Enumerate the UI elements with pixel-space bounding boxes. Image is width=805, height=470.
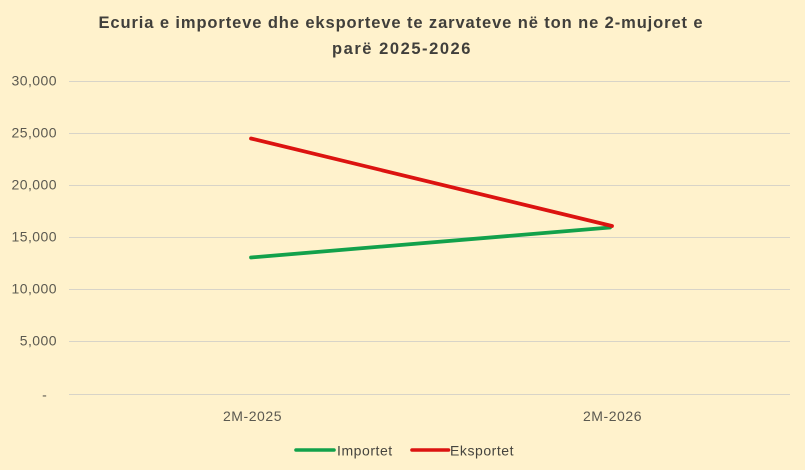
svg-text:-: - [42, 386, 47, 402]
svg-text:25,000: 25,000 [11, 124, 57, 140]
svg-text:10,000: 10,000 [11, 280, 57, 296]
svg-text:2M-2026: 2M-2026 [583, 408, 642, 424]
svg-text:30,000: 30,000 [11, 72, 57, 88]
svg-text:15,000: 15,000 [11, 228, 57, 244]
svg-text:parë 2025-2026: parë 2025-2026 [332, 40, 472, 58]
svg-text:2M-2025: 2M-2025 [223, 408, 282, 424]
svg-text:Ecuria e importeve dhe eksport: Ecuria e importeve dhe eksporteve te zar… [99, 14, 704, 32]
svg-text:Importet: Importet [337, 443, 393, 459]
svg-text:5,000: 5,000 [20, 332, 57, 348]
svg-text:20,000: 20,000 [11, 176, 57, 192]
svg-text:Eksportet: Eksportet [450, 443, 514, 459]
